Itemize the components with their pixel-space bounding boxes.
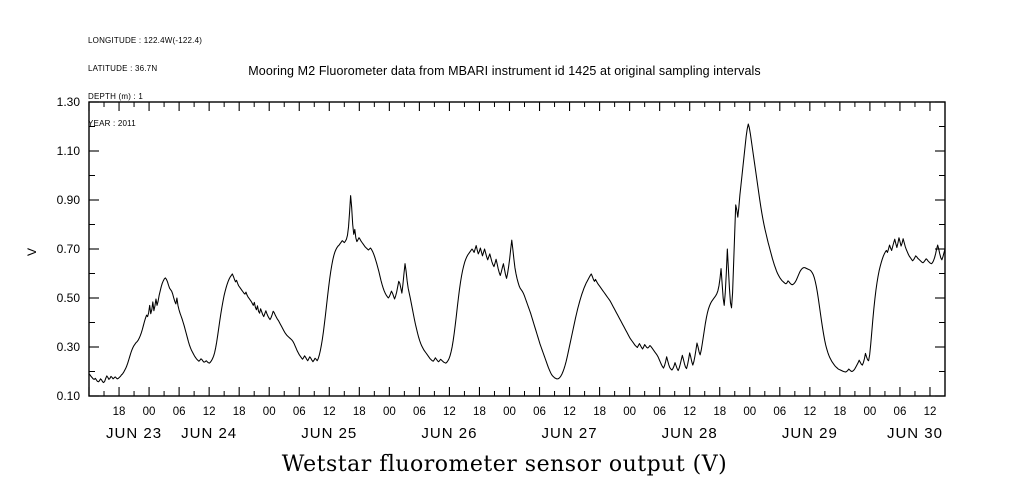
y-tick-label: 0.90: [57, 193, 81, 207]
metadata-depth: DEPTH (m) : 1: [88, 91, 144, 101]
x-hour-label: 18: [713, 406, 726, 418]
x-hour-label: 06: [413, 406, 426, 418]
metadata-longitude: LONGITUDE : 122.4W(-122.4): [88, 36, 203, 46]
x-date-label: JUN 23: [106, 425, 162, 442]
y-tick-label: 0.10: [57, 389, 81, 403]
x-hour-label: 00: [503, 406, 516, 418]
x-hour-label: 12: [203, 406, 216, 418]
x-date-label: JUN 27: [542, 425, 598, 442]
y-axis-label: V: [25, 248, 39, 256]
x-hour-label: 06: [773, 406, 786, 418]
y-tick-label: 1.10: [57, 144, 81, 158]
plot-title: Mooring M2 Fluorometer data from MBARI i…: [248, 64, 761, 78]
x-hour-label: 18: [233, 406, 246, 418]
x-date-label: JUN 25: [301, 425, 357, 442]
x-hour-label: 00: [263, 406, 276, 418]
x-date-label: JUN 24: [181, 425, 237, 442]
x-date-label: JUN 30: [887, 425, 943, 442]
x-hour-label: 06: [653, 406, 666, 418]
x-hour-label: 18: [473, 406, 486, 418]
metadata-latitude: LATITUDE : 36.7N: [88, 64, 158, 74]
x-hour-label: 12: [443, 406, 456, 418]
x-hour-label: 18: [833, 406, 846, 418]
x-hour-label: 00: [623, 406, 636, 418]
y-tick-label: 0.50: [57, 291, 81, 305]
x-hour-label: 12: [323, 406, 336, 418]
x-hour-label: 06: [533, 406, 546, 418]
x-hour-label: 06: [894, 406, 907, 418]
x-date-label: JUN 29: [782, 425, 838, 442]
y-tick-label: 0.30: [57, 340, 81, 354]
x-hour-label: 18: [353, 406, 366, 418]
x-hour-label: 12: [924, 406, 937, 418]
x-axis-caption: Wetstar fluorometer sensor output (V): [281, 452, 728, 477]
x-hour-label: 12: [563, 406, 576, 418]
x-hour-label: 12: [683, 406, 696, 418]
y-tick-label: 1.30: [57, 95, 81, 109]
x-hour-label: 00: [383, 406, 396, 418]
metadata-year: YEAR : 2011: [88, 119, 136, 129]
x-hour-label: 18: [593, 406, 606, 418]
x-hour-label: 00: [143, 406, 156, 418]
x-hour-label: 00: [743, 406, 756, 418]
data-series-line: [88, 123, 946, 384]
x-hour-label: 18: [113, 406, 126, 418]
x-hour-label: 12: [803, 406, 816, 418]
y-tick-label: 0.70: [57, 242, 81, 256]
x-hour-label: 06: [293, 406, 306, 418]
plot-frame: [88, 101, 946, 397]
x-hour-label: 06: [173, 406, 186, 418]
x-date-label: JUN 28: [662, 425, 718, 442]
x-hour-label: 00: [864, 406, 877, 418]
x-date-label: JUN 26: [421, 425, 477, 442]
metadata-block: LONGITUDE : 122.4W(-122.4) LATITUDE : 36…: [88, 18, 202, 138]
